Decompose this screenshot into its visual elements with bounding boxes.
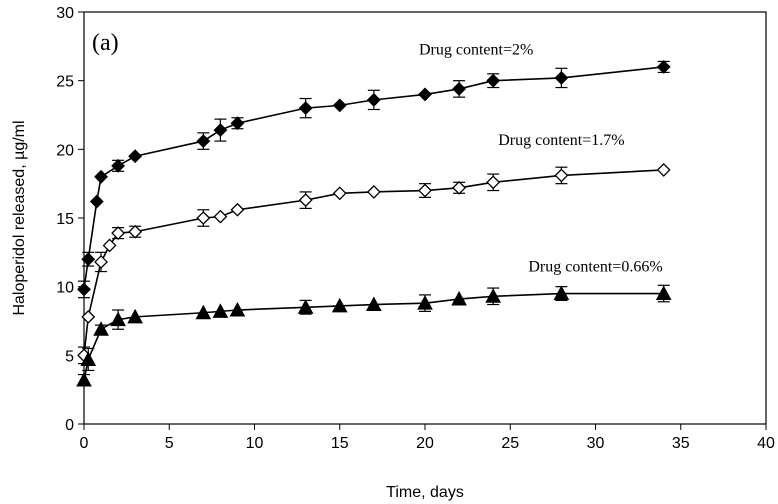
data-point: [213, 209, 228, 224]
data-point: [80, 351, 97, 366]
x-tick-label-8: 40: [757, 435, 775, 452]
data-point: [366, 296, 382, 312]
data-point: [656, 60, 671, 74]
data-point: [77, 282, 91, 297]
data-point: [195, 304, 212, 320]
data-point: [81, 252, 96, 267]
series-0-66pct: [76, 284, 672, 387]
x-tick-label-5: 25: [501, 435, 519, 452]
data-point: [230, 202, 245, 217]
y-tick-label-3: 15: [56, 211, 74, 228]
x-tick-label-2: 10: [246, 435, 264, 452]
data-point: [81, 309, 96, 324]
data-point: [418, 87, 432, 102]
data-point: [486, 175, 501, 190]
data-point: [229, 301, 246, 317]
data-point: [111, 226, 126, 241]
data-point: [485, 288, 502, 303]
x-tick-label-7: 35: [672, 435, 690, 452]
y-tick-label-1: 5: [65, 348, 74, 365]
y-tick-label-6: 30: [56, 5, 74, 22]
data-point: [111, 158, 126, 173]
data-point: [110, 311, 126, 327]
data-point: [366, 184, 381, 199]
series-1-7pct: [77, 163, 671, 365]
data-point: [128, 224, 143, 239]
data-point: [298, 193, 313, 208]
label-drug-content-1-7pct: Drug content=1.7%: [498, 132, 624, 149]
series-0-66pct-line: [83, 292, 664, 381]
data-point: [89, 194, 104, 209]
data-point: [94, 255, 108, 269]
y-axis-title: Haloperidol released, µg/ml: [11, 120, 28, 315]
data-point: [127, 308, 143, 324]
data-point: [452, 180, 467, 195]
data-point: [196, 211, 211, 225]
data-point: [451, 290, 467, 306]
data-point: [196, 134, 211, 149]
y-tick-label-2: 10: [56, 280, 74, 297]
x-tick-label-3: 15: [331, 435, 349, 452]
x-tick-label-1: 5: [165, 435, 174, 452]
data-point: [656, 163, 671, 177]
series-2pct: [77, 60, 671, 299]
data-point: [297, 299, 314, 314]
data-point: [94, 169, 108, 184]
data-point: [230, 116, 245, 131]
data-point: [332, 98, 347, 113]
x-tick-label-0: 0: [80, 435, 89, 452]
axis-ticks: 0 5 10 15 20 25 30 35 40 0 5 10 15 20 25 30: [56, 5, 775, 452]
y-tick-label-4: 20: [56, 142, 74, 159]
data-point: [128, 149, 143, 164]
x-tick-label-6: 30: [587, 435, 605, 452]
data-point: [417, 295, 433, 310]
data-point: [554, 168, 569, 183]
x-axis-title: Time, days: [386, 484, 464, 501]
label-drug-content-0-66pct: Drug content=0.66%: [528, 259, 662, 276]
data-point: [554, 71, 569, 85]
data-point: [418, 183, 432, 198]
data-point: [102, 238, 117, 253]
data-point: [553, 285, 570, 301]
series-layer: [76, 60, 672, 387]
data-point: [366, 92, 381, 107]
x-tick-label-4: 20: [416, 435, 434, 452]
panel-label: (a): [92, 30, 119, 56]
data-point: [213, 123, 228, 138]
y-tick-label-0: 0: [65, 417, 74, 434]
y-tick-label-5: 25: [56, 74, 74, 91]
data-point: [93, 321, 109, 336]
data-point: [331, 297, 348, 313]
data-point: [76, 371, 92, 387]
data-point: [452, 81, 467, 96]
data-point: [655, 285, 672, 301]
series-labels: Drug content=2% Drug content=1.7% Drug con…: [419, 42, 663, 276]
data-point: [298, 101, 313, 116]
data-point: [332, 186, 347, 201]
data-point: [212, 303, 229, 318]
data-point: [486, 73, 501, 88]
label-drug-content-2pct: Drug content=2%: [419, 42, 533, 59]
